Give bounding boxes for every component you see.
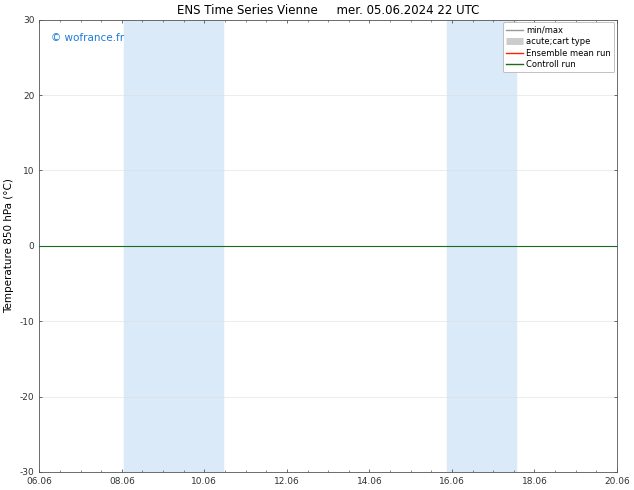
Bar [186,20,223,472]
Text: © wofrance.fr: © wofrance.fr [51,33,124,43]
Bar [488,20,516,472]
Y-axis label: Temperature 850 hPa (°C): Temperature 850 hPa (°C) [4,178,14,313]
Legend: min/max, acute;cart type, Ensemble mean run, Controll run: min/max, acute;cart type, Ensemble mean … [503,22,614,73]
Title: ENS Time Series Vienne     mer. 05.06.2024 22 UTC: ENS Time Series Vienne mer. 05.06.2024 2… [177,4,479,17]
Bar [446,20,488,472]
Bar [124,20,186,472]
